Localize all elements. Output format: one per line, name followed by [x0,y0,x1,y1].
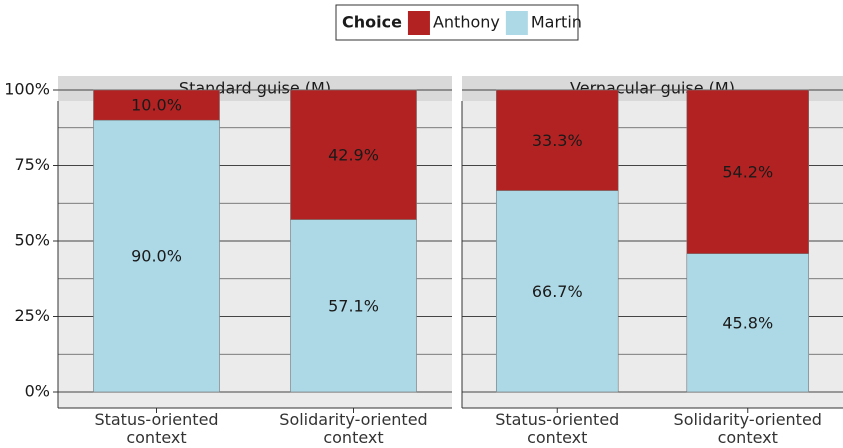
bar-segment [495,190,619,393]
y-tick-label: 75% [14,155,50,174]
value-label: 54.2% [722,162,773,181]
value-label: 42.9% [328,145,379,164]
x-tick-label: Status-oriented context [495,410,620,447]
legend-swatch [407,11,430,35]
x-tick-label: Solidarity-oriented context [673,410,822,447]
x-tick-label: Status-oriented context [94,410,219,447]
bar-segment [290,219,417,393]
value-label: 66.7% [532,282,583,301]
y-tick-label: 0% [25,382,50,401]
bar-segment [93,119,220,393]
legend-box [335,4,579,41]
legend-title: Choice [342,13,402,32]
y-tick-label: 50% [14,231,50,250]
bar-segment [290,89,417,220]
bar-segment [686,89,810,254]
bar-segment [686,253,810,393]
y-tick-label: 25% [14,306,50,325]
legend-label: Martin [531,13,582,32]
value-label: 90.0% [131,247,182,266]
legend-label: Anthony [433,13,500,32]
y-tick-label: 100% [4,80,50,99]
legend-swatch [505,11,528,35]
bar-segment [93,89,220,121]
value-label: 33.3% [532,131,583,150]
value-label: 45.8% [722,313,773,332]
x-tick-label: Solidarity-oriented context [279,410,428,447]
value-label: 10.0% [131,96,182,115]
bar-segment [495,89,619,191]
value-label: 57.1% [328,296,379,315]
